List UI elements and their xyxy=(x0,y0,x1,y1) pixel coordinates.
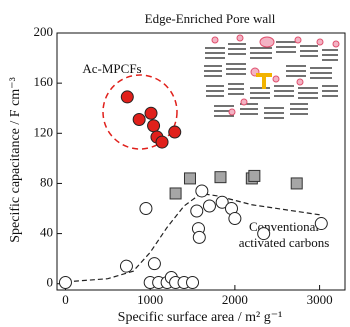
point xyxy=(228,212,242,226)
pore-sites xyxy=(211,34,340,116)
x-tick-label: 3000 xyxy=(307,292,333,307)
point xyxy=(58,275,72,289)
y-tick-label: 40 xyxy=(40,225,53,240)
point xyxy=(147,257,161,271)
point xyxy=(155,135,169,149)
point xyxy=(186,275,200,289)
point xyxy=(202,199,216,213)
y-tick-label: 200 xyxy=(34,24,54,39)
point xyxy=(257,227,271,241)
chart-title: Edge-Enriched Pore wall xyxy=(145,11,276,26)
y-tick-label: 160 xyxy=(34,74,54,89)
point xyxy=(183,172,196,185)
point xyxy=(169,187,182,200)
pore-wall-illustration xyxy=(204,41,338,119)
point xyxy=(190,204,204,218)
point xyxy=(195,184,209,198)
trend-line xyxy=(73,192,320,282)
highlight-circle xyxy=(102,74,178,150)
plot-frame xyxy=(56,32,346,291)
y-tick-label: 80 xyxy=(40,174,53,189)
point xyxy=(248,169,261,182)
y-tick-label: 0 xyxy=(47,275,54,290)
y-axis-label: Specific capacitance / F cm⁻³ xyxy=(8,77,23,243)
probe-icon xyxy=(256,73,272,89)
point xyxy=(290,177,303,190)
annotation: activated carbons xyxy=(239,235,330,250)
point xyxy=(119,259,133,273)
x-tick-label: 0 xyxy=(62,292,69,307)
point xyxy=(214,171,227,184)
x-tick-label: 2000 xyxy=(222,292,248,307)
y-tick-label: 120 xyxy=(34,124,54,139)
point xyxy=(147,119,161,133)
point xyxy=(215,195,229,209)
point xyxy=(314,217,328,231)
x-tick-label: 1000 xyxy=(137,292,163,307)
point xyxy=(192,230,206,244)
point xyxy=(168,125,182,139)
annotation: Ac-MPCFs xyxy=(82,61,141,76)
point xyxy=(132,113,146,127)
point xyxy=(139,202,153,216)
point xyxy=(144,106,158,120)
point xyxy=(120,90,134,104)
x-axis-label: Specific surface area / m² g⁻¹ xyxy=(118,310,283,325)
